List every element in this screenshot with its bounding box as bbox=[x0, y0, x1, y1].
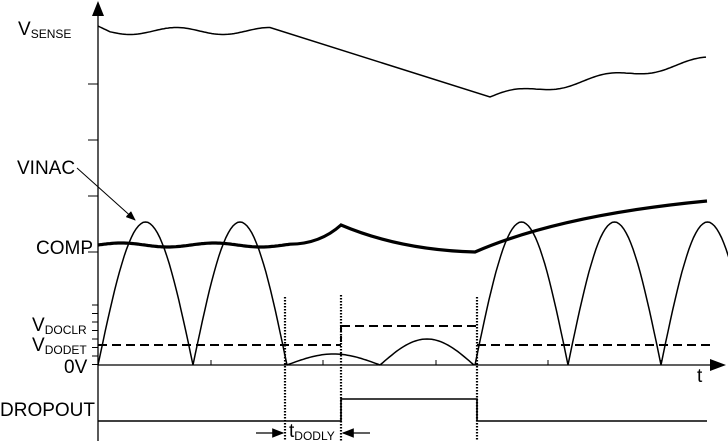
event-markers bbox=[283, 295, 479, 441]
vsense-label-sub: SENSE bbox=[30, 27, 72, 41]
time-axis-label: t bbox=[697, 366, 703, 387]
vdoclr-label-sub: DOCLR bbox=[44, 323, 87, 337]
tdodly-label-sub: DODLY bbox=[294, 429, 335, 441]
vsense-waveform bbox=[97, 25, 707, 98]
vinac-pointer-arrow bbox=[76, 167, 136, 221]
tdodly-label: tDODLY bbox=[289, 422, 335, 441]
vdodet-label-main: V bbox=[32, 335, 45, 356]
comp-label: COMP bbox=[36, 238, 93, 259]
vdodet-label-sub: DODET bbox=[44, 343, 87, 357]
dropout-label: DROPOUT bbox=[0, 400, 95, 421]
vdoclr-label-main: V bbox=[32, 315, 45, 336]
vinac-label: VINAC bbox=[17, 158, 76, 179]
time-axis-arrow bbox=[710, 359, 726, 371]
vdodet-label: VDODET bbox=[32, 336, 87, 356]
vdoclr-label: VDOCLR bbox=[32, 316, 87, 336]
tdodly-label-main: t bbox=[289, 421, 295, 441]
zero-volt-label: 0V bbox=[64, 357, 88, 378]
dropout-signal bbox=[98, 398, 707, 422]
vinac-waveform bbox=[97, 221, 728, 366]
comp-waveform bbox=[97, 199, 708, 254]
vsense-label: VSENSE bbox=[18, 20, 71, 40]
vsense-label-main: V bbox=[18, 19, 31, 40]
y-axis-arrow bbox=[92, 1, 104, 16]
axis-ticks bbox=[88, 83, 662, 365]
